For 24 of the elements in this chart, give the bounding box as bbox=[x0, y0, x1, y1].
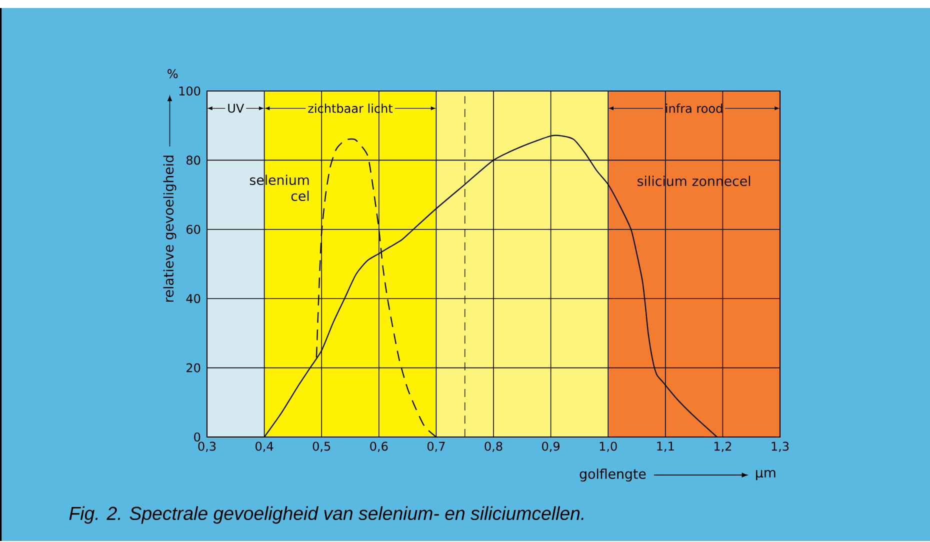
x-tick-label: 1,3 bbox=[772, 442, 789, 452]
y-axis-title: relatieve gevoeligheid bbox=[163, 156, 176, 302]
y-tick-label: 60 bbox=[186, 224, 200, 234]
x-tick-label: 0,9 bbox=[542, 442, 560, 452]
x-tick-label: 1,0 bbox=[600, 442, 617, 452]
x-tick-label: 0,3 bbox=[198, 442, 216, 452]
x-axis-title: golflengte bbox=[580, 468, 646, 482]
y-tick-label: 80 bbox=[186, 156, 200, 165]
text: Fig. 2. Spectrale gevoeligheid van selenium- en siliciumcellen. bbox=[69, 506, 584, 524]
x-tick-label: 0,7 bbox=[427, 442, 445, 452]
text: % bbox=[168, 69, 178, 78]
x-tick-label: 0,4 bbox=[256, 442, 274, 452]
y-tick-label: 40 bbox=[186, 294, 200, 304]
text: µm bbox=[756, 470, 776, 480]
y-tick-label: 0 bbox=[194, 432, 200, 442]
y-tick-label: 100 bbox=[179, 86, 200, 96]
x-tick-label: 1,2 bbox=[714, 442, 732, 452]
band-label: UV bbox=[228, 104, 244, 113]
x-tick-label: 0,8 bbox=[484, 442, 502, 452]
x-tick-label: 0,5 bbox=[312, 442, 330, 452]
x-tick-label: 1,1 bbox=[657, 442, 674, 452]
band-label: infra rood bbox=[666, 104, 722, 114]
y-tick-label: 20 bbox=[186, 363, 200, 372]
x-tick-label: 0,6 bbox=[370, 442, 388, 452]
